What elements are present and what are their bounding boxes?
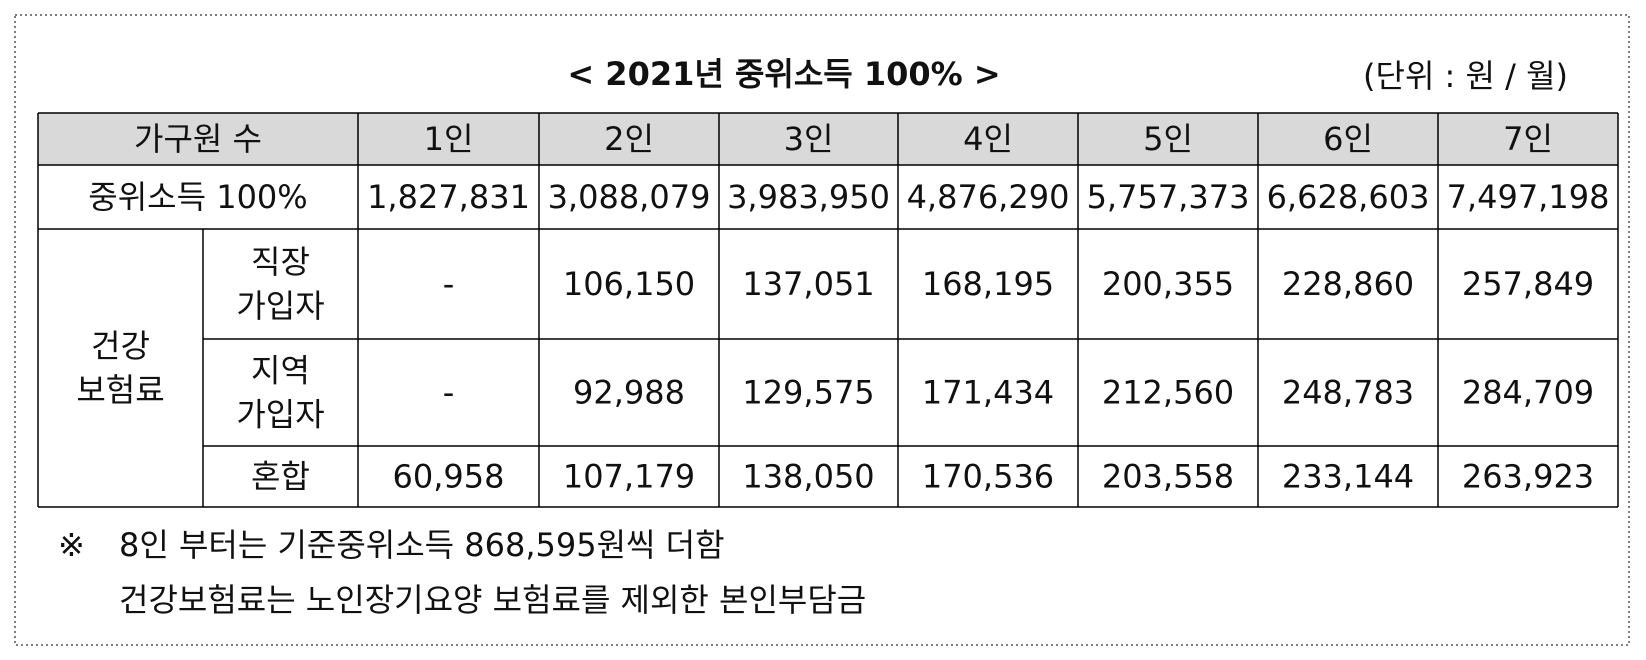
cell: 284,709 <box>1462 374 1594 412</box>
cell: 138,050 <box>742 458 874 496</box>
header-cell: 6인 <box>1323 120 1373 158</box>
header-cell: 가구원 수 <box>134 120 262 158</box>
header-background <box>38 113 1618 165</box>
cell: 106,150 <box>563 265 695 303</box>
note-mark: ※ <box>58 526 85 564</box>
cell: 1,827,831 <box>367 178 530 216</box>
header-cell: 1인 <box>424 120 474 158</box>
cell: 248,783 <box>1282 374 1414 412</box>
cell: 129,575 <box>742 374 874 412</box>
cell: 203,558 <box>1102 458 1234 496</box>
cell: 92,988 <box>573 374 685 412</box>
cell: 7,497,198 <box>1447 178 1610 216</box>
header-cell: 3인 <box>784 120 834 158</box>
row-label: 직장 <box>251 243 310 281</box>
cell: 257,849 <box>1462 265 1594 303</box>
cell: 263,923 <box>1462 458 1594 496</box>
row-label: 가입자 <box>236 287 324 325</box>
cell: 200,355 <box>1102 265 1234 303</box>
row-label: 중위소득 100% <box>88 178 307 216</box>
cell: 3,088,079 <box>548 178 711 216</box>
cell: 4,876,290 <box>907 178 1070 216</box>
group-label: 보험료 <box>76 371 164 409</box>
cell: 212,560 <box>1102 374 1234 412</box>
cell: 170,536 <box>922 458 1054 496</box>
cell: - <box>443 374 455 412</box>
cell: 233,144 <box>1282 458 1414 496</box>
title: < 2021년 중위소득 100% > <box>567 55 1000 93</box>
dotted-frame <box>14 14 1630 646</box>
group-label: 건강 <box>91 327 150 365</box>
row-label: 가입자 <box>236 396 324 434</box>
row-label: 혼합 <box>251 458 310 496</box>
cell: 171,434 <box>922 374 1054 412</box>
cell: 228,860 <box>1282 265 1414 303</box>
cell: 137,051 <box>742 265 874 303</box>
cell: 6,628,603 <box>1267 178 1430 216</box>
cell: 3,983,950 <box>727 178 890 216</box>
cell: 60,958 <box>393 458 505 496</box>
cell: 168,195 <box>922 265 1054 303</box>
note: 건강보험료는 노인장기요양 보험료를 제외한 본인부담금 <box>119 581 866 619</box>
cell: 107,179 <box>563 458 695 496</box>
unit: (단위 : 원 / 월) <box>1363 57 1568 95</box>
note: 8인 부터는 기준중위소득 868,595원씩 더함 <box>119 526 725 564</box>
header-cell: 2인 <box>604 120 654 158</box>
cell: 5,757,373 <box>1087 178 1250 216</box>
header-cell: 5인 <box>1143 120 1193 158</box>
header-cell: 4인 <box>963 120 1013 158</box>
cell: - <box>443 265 455 303</box>
row-label: 지역 <box>251 352 310 390</box>
header-cell: 7인 <box>1503 120 1553 158</box>
